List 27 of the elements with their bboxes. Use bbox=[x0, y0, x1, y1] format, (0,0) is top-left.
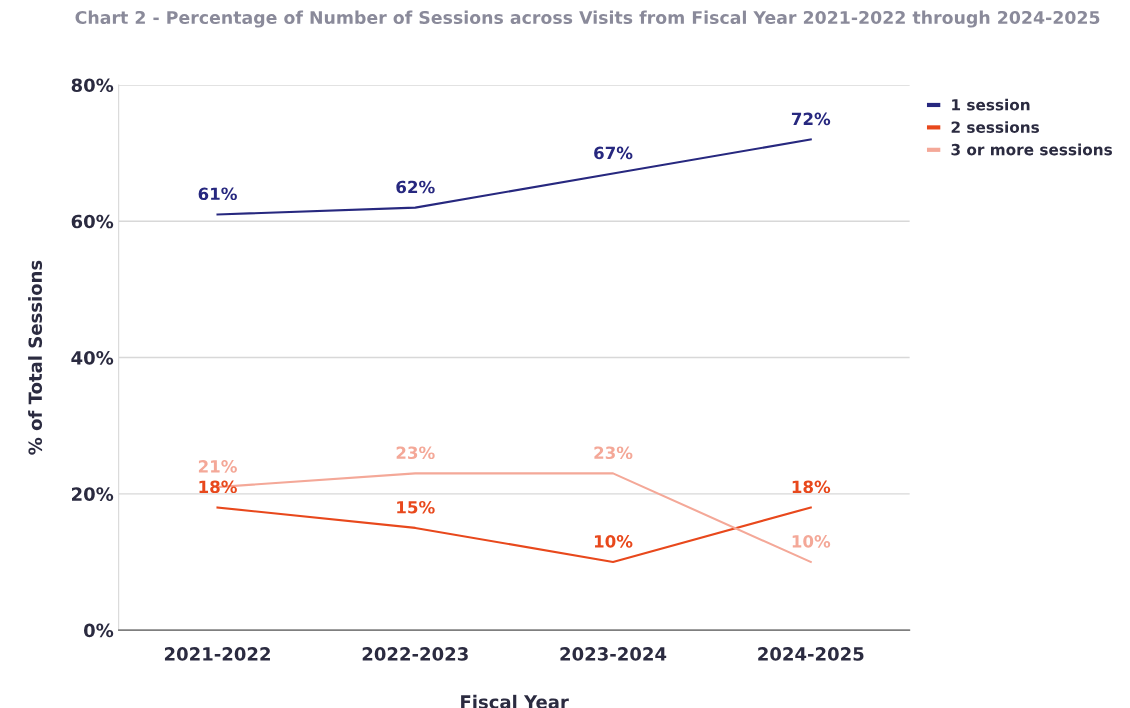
data-label: 21% bbox=[198, 460, 237, 473]
legend-label: 3 or more sessions bbox=[951, 143, 1112, 156]
y-tick-label: 40% bbox=[71, 351, 114, 365]
data-label: 10% bbox=[792, 535, 831, 548]
y-tick-label: 0% bbox=[84, 623, 114, 638]
data-label: 18% bbox=[792, 480, 831, 494]
x-tick-label: 2024-2025 bbox=[758, 647, 864, 661]
data-label: 10% bbox=[594, 535, 633, 548]
x-tick-label: 2022-2023 bbox=[362, 647, 468, 661]
legend-label: 1 session bbox=[952, 98, 1030, 111]
data-label: 15% bbox=[397, 500, 435, 514]
data-label: 72% bbox=[791, 112, 831, 126]
x-axis-title: Fiscal Year bbox=[461, 694, 569, 708]
data-label: 23% bbox=[396, 446, 435, 460]
data-label: 61% bbox=[198, 187, 237, 201]
x-tick-label: 2023-2024 bbox=[560, 647, 667, 661]
y-tick-label: 20% bbox=[72, 487, 114, 501]
legend-label: 2 sessions bbox=[951, 121, 1040, 133]
data-label: 23% bbox=[594, 446, 633, 460]
y-axis-title: % of Total Sessions bbox=[28, 260, 43, 455]
x-tick-label: 2021-2022 bbox=[164, 647, 270, 661]
y-tick-label: 60% bbox=[71, 214, 114, 229]
data-label: 62% bbox=[396, 180, 435, 194]
data-label: 18% bbox=[199, 480, 237, 494]
chart-title: Chart 2 - Percentage of Number of Sessions across Visits from Fiscal Year 2021-2022 through 2024-2025 bbox=[75, 10, 1100, 28]
data-label: 67% bbox=[594, 146, 633, 160]
y-tick-label: 80% bbox=[71, 78, 114, 93]
